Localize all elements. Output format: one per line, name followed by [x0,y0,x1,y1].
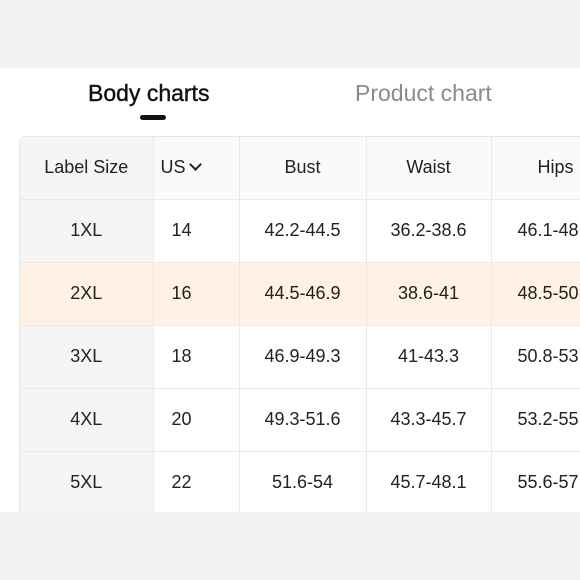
cell-bust: 42.2-44.5 [239,199,367,263]
size-chart-panel: Body charts Product chart Label Size US … [0,68,580,512]
cell-label-size: 4XL [20,388,154,452]
cell-us: 16 [153,262,240,326]
cell-waist: 38.6-41 [366,262,492,326]
header-hips: Hips [491,137,580,200]
header-us: US [160,157,186,178]
header-us-unit-select[interactable]: US [153,137,240,200]
cell-hips: 55.6-57 [491,451,580,512]
cell-label-size: 1XL [20,199,154,263]
cell-us: 18 [153,325,240,389]
table-header-row: Label Size US Bust Waist Hips [20,137,580,200]
chart-tabs: Body charts Product chart [0,68,580,124]
cell-label-size: 2XL [20,262,154,326]
table-row: 3XL 18 46.9-49.3 41-43.3 50.8-53 [20,325,580,389]
header-label-size: Label Size [20,137,154,200]
table-row: 1XL 14 42.2-44.5 36.2-38.6 46.1-48 [20,199,580,263]
cell-hips: 50.8-53 [491,325,580,389]
cell-us: 20 [153,388,240,452]
cell-label-size: 3XL [20,325,154,389]
cell-bust: 51.6-54 [239,451,367,512]
cell-bust: 46.9-49.3 [239,325,367,389]
table-row: 5XL 22 51.6-54 45.7-48.1 55.6-57 [20,451,580,512]
size-table-container[interactable]: Label Size US Bust Waist Hips 1XL 14 42.… [19,136,580,512]
header-bust: Bust [239,137,367,200]
cell-label-size: 5XL [20,451,154,512]
size-table: Label Size US Bust Waist Hips 1XL 14 42.… [20,137,580,512]
cell-hips: 48.5-50 [491,262,580,326]
cell-waist: 43.3-45.7 [366,388,492,452]
cell-waist: 45.7-48.1 [366,451,492,512]
table-row-highlighted: 2XL 16 44.5-46.9 38.6-41 48.5-50 [20,262,580,326]
cell-us: 22 [153,451,240,512]
tab-product-chart[interactable]: Product chart [355,80,492,106]
cell-waist: 41-43.3 [366,325,492,389]
cell-bust: 44.5-46.9 [239,262,367,326]
cell-waist: 36.2-38.6 [366,199,492,263]
cell-us: 14 [153,199,240,263]
cell-hips: 46.1-48 [491,199,580,263]
chevron-down-icon[interactable] [188,158,202,172]
tab-body-charts[interactable]: Body charts [88,80,210,106]
active-tab-indicator [140,115,166,120]
table-row: 4XL 20 49.3-51.6 43.3-45.7 53.2-55 [20,388,580,452]
header-waist: Waist [366,137,492,200]
cell-hips: 53.2-55 [491,388,580,452]
cell-bust: 49.3-51.6 [239,388,367,452]
